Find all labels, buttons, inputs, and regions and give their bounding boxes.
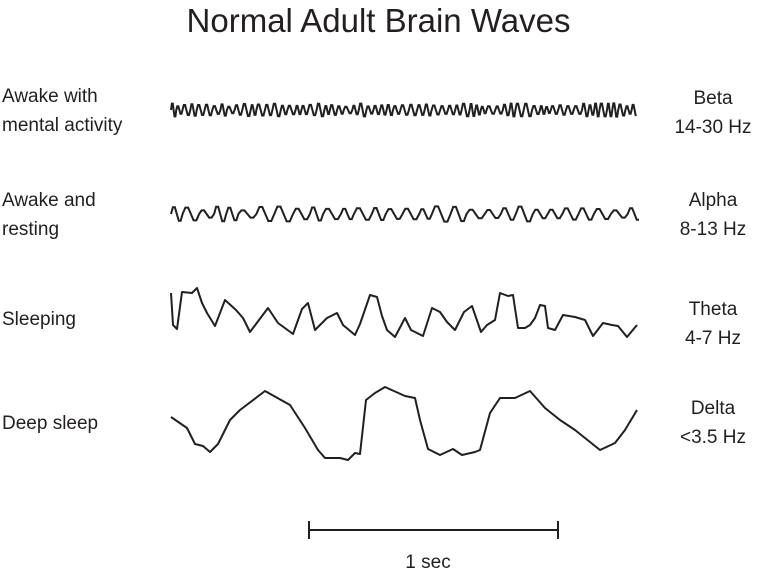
delta-wave: [170, 386, 638, 461]
state-label-alpha: Awake and resting: [2, 190, 96, 240]
alpha-wave: [170, 205, 639, 223]
state-label-beta: Awake with mental activity: [2, 86, 123, 136]
scale-bar: [308, 521, 559, 539]
wave-label-alpha: Alpha 8-13 Hz: [679, 190, 747, 240]
theta-wave: [170, 287, 638, 338]
beta-wave: [170, 102, 637, 118]
state-label-delta: Deep sleep: [2, 413, 99, 434]
wave-label-beta: Beta 14-30 Hz: [674, 88, 752, 138]
wave-label-delta: Delta <3.5 Hz: [679, 398, 746, 448]
wave-label-theta: Theta 4-7 Hz: [685, 299, 741, 349]
state-label-theta: Sleeping: [2, 309, 76, 330]
diagram-title: Normal Adult Brain Waves: [186, 2, 571, 39]
scale-bar-label: 1 sec: [405, 552, 451, 572]
